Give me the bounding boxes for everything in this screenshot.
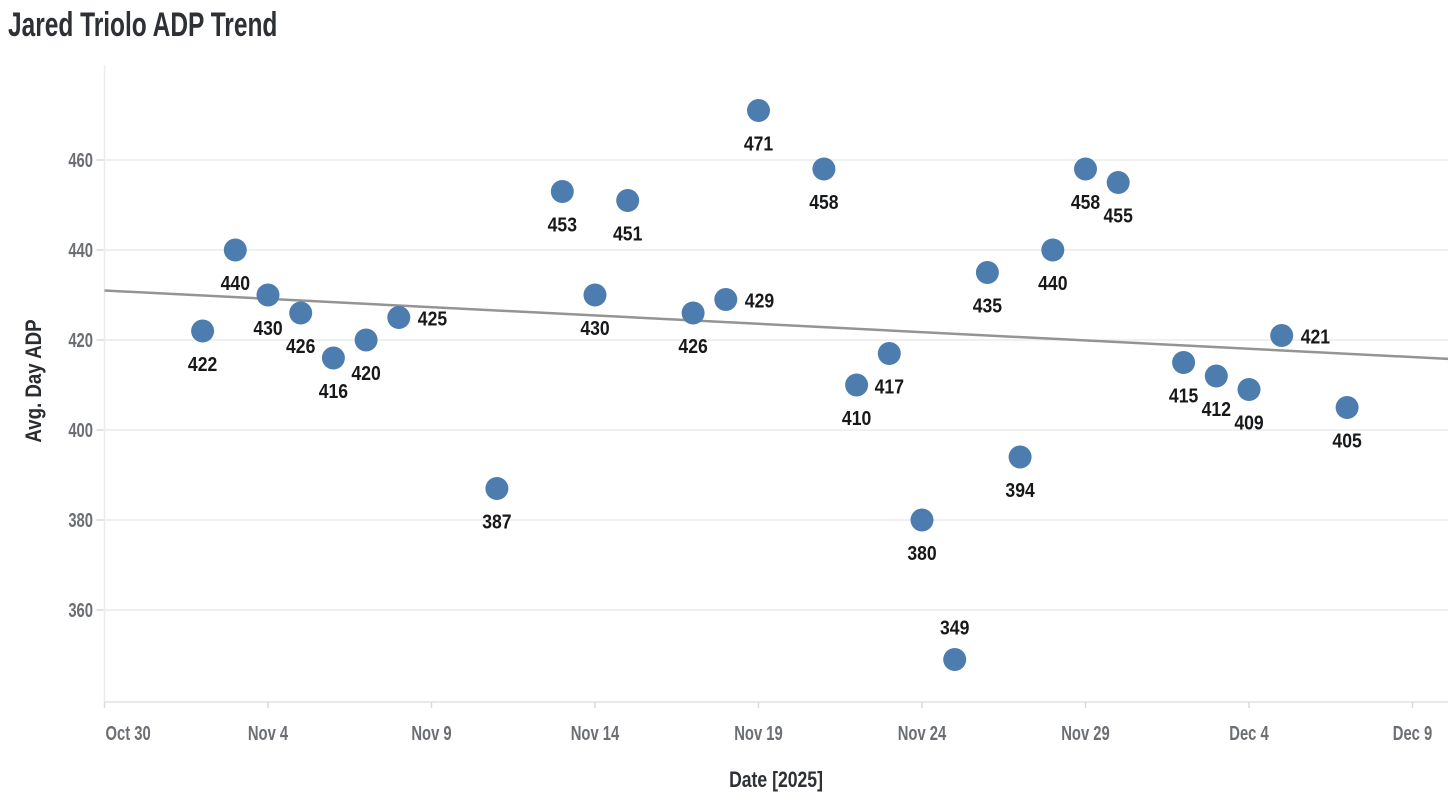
data-point bbox=[1172, 351, 1196, 374]
y-tick-label: 380 bbox=[68, 509, 93, 532]
y-axis: 360 380 400 420 440 460 bbox=[68, 65, 106, 702]
x-axis: Oct 30 Nov 4 Nov 9 Nov 14 Nov 19 Nov 24 Nov 29… bbox=[103, 701, 1448, 745]
data-point bbox=[1074, 157, 1097, 181]
data-point bbox=[1008, 445, 1032, 469]
gridlines bbox=[104, 159, 1448, 611]
data-point-label: 410 bbox=[842, 407, 871, 429]
data-point-label: 380 bbox=[907, 542, 936, 564]
data-point bbox=[714, 288, 738, 311]
x-tick-label: Dec 4 bbox=[1229, 722, 1269, 745]
data-point-label: 471 bbox=[744, 132, 773, 154]
x-tick-label: Nov 19 bbox=[734, 722, 783, 745]
data-point bbox=[616, 189, 640, 212]
data-point bbox=[812, 157, 836, 181]
data-point bbox=[1204, 364, 1228, 388]
data-point-label: 426 bbox=[678, 335, 707, 357]
data-point-label: 455 bbox=[1104, 204, 1133, 226]
x-tick-label: Oct 30 bbox=[106, 722, 151, 745]
chart-title: Jared Triolo ADP Trend bbox=[8, 6, 278, 44]
x-tick-label: Nov 9 bbox=[411, 722, 451, 745]
trend-line-segment bbox=[104, 289, 1449, 361]
data-point bbox=[1335, 396, 1359, 419]
data-labels: 4224404304264164204253874534304514264294… bbox=[188, 132, 1362, 638]
data-point bbox=[1041, 238, 1065, 262]
x-tick-label: Nov 29 bbox=[1061, 722, 1110, 745]
data-point bbox=[1106, 171, 1130, 194]
data-point-label: 415 bbox=[1169, 384, 1198, 406]
data-point bbox=[550, 180, 574, 203]
data-point-label: 451 bbox=[613, 222, 642, 244]
data-point bbox=[845, 373, 869, 397]
y-axis-title: Avg. Day ADP bbox=[23, 319, 47, 442]
trend-line bbox=[104, 289, 1449, 361]
data-point-label: 426 bbox=[286, 335, 315, 357]
data-point bbox=[289, 301, 313, 325]
data-point-label: 421 bbox=[1301, 325, 1330, 347]
data-point bbox=[387, 306, 411, 329]
data-point-label: 422 bbox=[188, 353, 217, 375]
data-point bbox=[583, 283, 607, 307]
data-point-label: 405 bbox=[1332, 429, 1361, 451]
x-tick-label: Dec 9 bbox=[1393, 722, 1433, 745]
data-point bbox=[1270, 324, 1294, 347]
x-tick-label: Nov 14 bbox=[571, 722, 620, 745]
data-point-label: 440 bbox=[1038, 272, 1067, 294]
data-point bbox=[256, 283, 280, 307]
data-point bbox=[747, 99, 770, 122]
data-point-label: 435 bbox=[973, 294, 1002, 316]
data-point bbox=[1237, 378, 1261, 401]
data-point-label: 458 bbox=[1071, 191, 1100, 213]
data-point bbox=[943, 648, 967, 671]
y-tick-label: 460 bbox=[68, 149, 93, 172]
y-tick-label: 360 bbox=[68, 599, 93, 622]
data-point-label: 430 bbox=[253, 317, 282, 339]
data-point bbox=[223, 238, 247, 262]
data-point bbox=[910, 508, 934, 532]
data-point bbox=[877, 342, 901, 365]
data-point-label: 417 bbox=[875, 375, 904, 397]
data-point-label: 420 bbox=[351, 362, 380, 384]
data-point-label: 394 bbox=[1005, 479, 1035, 501]
data-point-label: 429 bbox=[745, 289, 774, 311]
data-points bbox=[191, 99, 1359, 671]
data-point-label: 453 bbox=[548, 213, 577, 235]
y-tick-label: 400 bbox=[68, 419, 93, 442]
data-point-label: 430 bbox=[580, 317, 609, 339]
data-point bbox=[681, 301, 705, 325]
x-tick-label: Nov 4 bbox=[248, 722, 288, 745]
data-point-label: 409 bbox=[1234, 411, 1263, 433]
data-point-label: 416 bbox=[319, 380, 348, 402]
data-point-label: 440 bbox=[221, 272, 250, 294]
y-tick-label: 440 bbox=[68, 239, 93, 262]
data-point-label: 349 bbox=[940, 616, 969, 638]
data-point-label: 458 bbox=[809, 191, 838, 213]
data-point bbox=[485, 477, 509, 500]
y-tick-label: 420 bbox=[68, 329, 93, 352]
data-point bbox=[975, 261, 999, 284]
data-point-label: 425 bbox=[418, 307, 447, 329]
data-point-label: 412 bbox=[1202, 398, 1231, 420]
x-tick-label: Nov 24 bbox=[898, 722, 947, 745]
data-point bbox=[354, 328, 378, 352]
data-point bbox=[191, 319, 215, 343]
data-point-label: 387 bbox=[482, 510, 511, 532]
x-axis-title: Date [2025] bbox=[729, 768, 823, 792]
data-point bbox=[321, 346, 345, 370]
